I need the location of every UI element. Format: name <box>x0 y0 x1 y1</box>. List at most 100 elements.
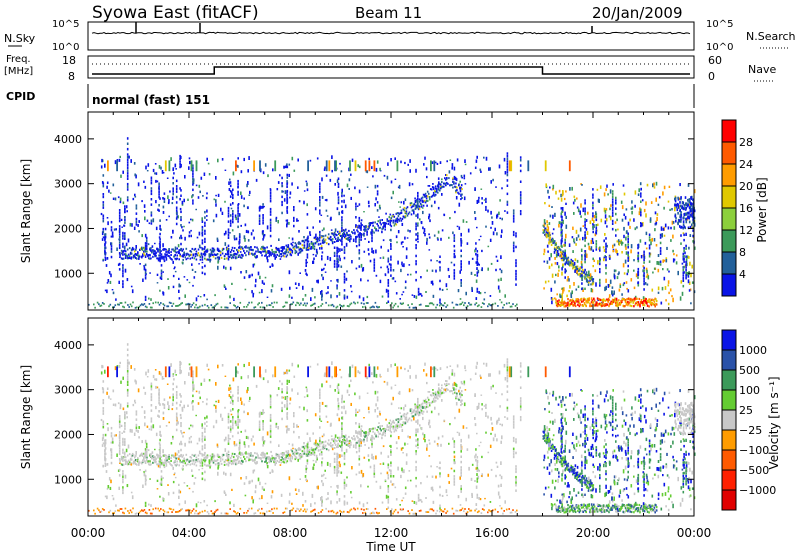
power-cell <box>214 257 217 260</box>
power-cell <box>555 273 557 277</box>
velocity-cell <box>155 457 157 460</box>
power-cell <box>366 295 369 299</box>
velocity-cell <box>256 452 258 455</box>
power-cell <box>637 257 640 260</box>
power-colorbar-segment <box>722 186 736 209</box>
power-cell <box>336 287 338 290</box>
velocity-cell <box>124 459 127 462</box>
power-cell <box>333 262 336 266</box>
power-cell <box>556 247 558 250</box>
power-cell <box>268 251 271 256</box>
power-cell <box>419 218 421 221</box>
power-cell <box>328 160 331 172</box>
power-cell <box>605 278 607 283</box>
power-cell <box>378 226 380 229</box>
power-cell <box>688 206 691 209</box>
power-cell <box>677 206 680 209</box>
power-cell <box>405 212 408 215</box>
power-cell <box>172 229 174 232</box>
power-cell <box>230 254 233 257</box>
power-cell <box>262 219 264 222</box>
power-cell <box>421 200 424 203</box>
power-cell <box>625 236 627 241</box>
power-cell <box>445 178 447 181</box>
power-cell <box>337 196 340 199</box>
power-cell <box>432 303 435 306</box>
power-cell <box>679 296 682 301</box>
power-cell <box>276 253 278 256</box>
power-cell <box>512 217 515 220</box>
power-cell <box>605 256 607 259</box>
velocity-cell <box>418 413 421 416</box>
power-cell <box>428 213 431 218</box>
power-cell <box>108 189 110 193</box>
power-cell <box>589 220 592 225</box>
power-cell <box>415 260 417 263</box>
power-cell <box>369 259 372 263</box>
power-cell <box>189 160 191 165</box>
power-cell <box>460 241 462 244</box>
power-cell <box>417 224 419 227</box>
power-cell <box>234 214 237 219</box>
power-cell <box>160 272 163 275</box>
velocity-cell <box>285 450 288 453</box>
power-cell <box>319 242 322 245</box>
power-cell <box>585 236 587 239</box>
power-cell <box>643 272 645 275</box>
power-cell <box>229 190 232 193</box>
power-cell <box>471 286 473 290</box>
power-cell <box>561 293 563 298</box>
power-cell <box>655 298 657 301</box>
power-cell <box>490 262 493 265</box>
power-cell <box>579 274 582 278</box>
velocity-cell <box>396 418 399 421</box>
power-cell <box>444 302 446 304</box>
power-cell <box>223 255 226 258</box>
power-cell <box>551 263 553 267</box>
power-cell <box>178 258 180 261</box>
power-cell <box>479 168 482 172</box>
velocity-cell <box>191 453 194 456</box>
power-cell <box>453 253 456 256</box>
velocity-cell <box>434 393 437 396</box>
velocity-cell <box>260 457 262 460</box>
power-cell <box>687 274 690 278</box>
power-cell <box>285 164 288 169</box>
power-cell <box>160 277 163 280</box>
power-cell <box>226 247 229 250</box>
power-cell <box>160 302 162 304</box>
power-cell <box>332 234 335 237</box>
power-cell <box>135 223 138 226</box>
power-cell <box>643 261 645 264</box>
power-cell <box>632 301 634 304</box>
power-cell <box>164 248 166 251</box>
power-cell <box>189 253 192 256</box>
power-cell <box>387 260 390 263</box>
power-cell <box>422 200 425 203</box>
power-cell <box>371 236 373 240</box>
power-cell <box>104 241 107 244</box>
power-cell <box>104 249 106 252</box>
power-cell <box>262 216 264 220</box>
power-cell <box>592 223 594 226</box>
power-cell <box>122 282 124 286</box>
velocity-cell <box>425 403 428 406</box>
power-cell <box>306 248 309 251</box>
power-cell <box>201 255 204 258</box>
power-cell <box>428 249 431 251</box>
power-cell <box>283 255 285 258</box>
velocity-cell <box>270 460 272 463</box>
power-cell <box>495 255 498 258</box>
power-cell <box>229 232 231 234</box>
power-cell <box>127 257 130 260</box>
power-cell <box>299 251 302 254</box>
power-cell <box>669 288 672 292</box>
power-cell <box>415 204 418 207</box>
power-cell <box>453 255 456 259</box>
power-cell <box>584 207 586 210</box>
power-cell <box>545 231 548 234</box>
power-cell <box>149 306 152 309</box>
velocity-cell <box>321 441 324 444</box>
power-cell <box>593 259 595 262</box>
power-cell <box>126 153 129 156</box>
